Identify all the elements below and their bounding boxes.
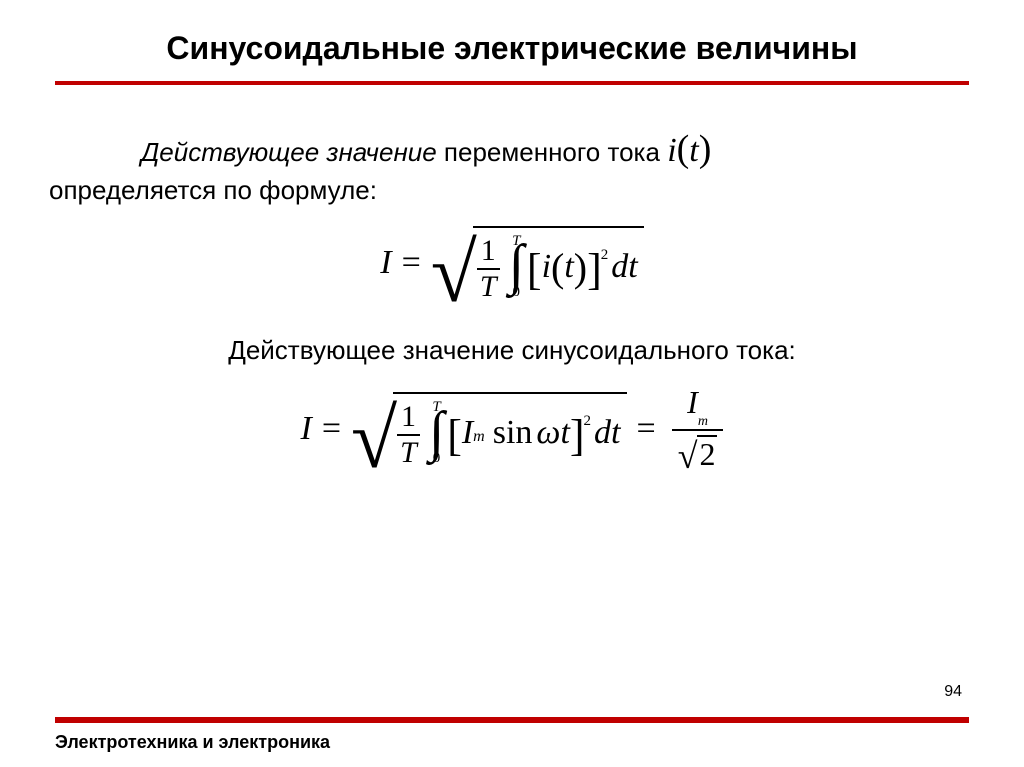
sqrt-small-icon: √2 xyxy=(678,435,718,472)
frac-den: T xyxy=(397,434,420,468)
radical-icon: √ xyxy=(431,241,477,307)
func-t: t xyxy=(689,132,698,169)
bracket-close: ] xyxy=(587,252,602,287)
dt: dt xyxy=(611,248,637,286)
frac-num: 1 xyxy=(478,236,499,268)
second-paragraph: Действующее значение синусоидального ток… xyxy=(55,335,969,366)
bracket-close: ] xyxy=(570,418,585,453)
page-number: 94 xyxy=(944,683,962,701)
bracket-open: [ xyxy=(527,252,542,287)
intro-text: переменного тока xyxy=(437,137,668,167)
func-i: i xyxy=(667,132,676,169)
footer-text: Электротехника и электроника xyxy=(55,732,330,753)
t-var: t xyxy=(560,414,569,452)
sqrt-body: 1 T T ∫ 0 [ Im sin ωt ] 2 dt xyxy=(393,392,626,466)
radical-icon: √ xyxy=(351,407,397,473)
intro-emphasis: Действующее значение xyxy=(141,137,437,167)
sqrt-icon: √ 1 T T ∫ 0 [ i(t) ] 2 dt xyxy=(431,226,644,300)
equals-sign: = xyxy=(322,410,341,448)
exponent-2: 2 xyxy=(601,247,609,264)
result-fraction: Im √2 xyxy=(672,386,724,472)
frac-num: 1 xyxy=(398,402,419,434)
slide-title: Синусоидальные электрические величины xyxy=(55,30,969,67)
formula-1-block: I = √ 1 T T ∫ 0 [ i(t) ] 2 xyxy=(55,226,969,300)
sqrt-body: 1 T T ∫ 0 [ i(t) ] 2 dt xyxy=(473,226,644,300)
bracket-open: [ xyxy=(447,418,462,453)
inner-t: t xyxy=(564,248,573,286)
fraction-1T: 1 T xyxy=(397,402,420,468)
inner-i: i xyxy=(542,248,551,286)
frac-den: T xyxy=(477,268,500,302)
intro-tail: определяется по формуле: xyxy=(49,174,377,208)
intro-paragraph: Действующее значение переменного тока i(… xyxy=(55,125,969,208)
integral-icon: T ∫ 0 xyxy=(429,401,444,466)
integral-icon: T ∫ 0 xyxy=(509,235,524,300)
exponent-2: 2 xyxy=(584,413,592,430)
Im-m: m xyxy=(473,428,485,446)
integral-symbol: ∫ xyxy=(509,242,524,290)
integral-symbol: ∫ xyxy=(429,409,444,457)
formula-1: I = √ 1 T T ∫ 0 [ i(t) ] 2 xyxy=(380,226,643,300)
f1-lhs: I xyxy=(380,244,391,282)
root-value: 2 xyxy=(697,435,717,472)
formula-2-block: I = √ 1 T T ∫ 0 [ Im sin ω xyxy=(55,386,969,472)
rhs-num: Im xyxy=(681,386,714,429)
rhs-den: √2 xyxy=(672,429,724,472)
sqrt-icon: √ 1 T T ∫ 0 [ Im sin ωt ] 2 xyxy=(351,392,626,466)
formula-2: I = √ 1 T T ∫ 0 [ Im sin ω xyxy=(301,386,724,472)
rhs-I: I xyxy=(687,384,698,420)
omega: ω xyxy=(536,414,560,452)
rhs-m: m xyxy=(698,414,708,429)
title-rule xyxy=(55,81,969,85)
int-lower: 0 xyxy=(433,452,441,466)
inline-function: i(t) xyxy=(667,132,711,169)
f2-lhs: I xyxy=(301,410,312,448)
fraction-1T: 1 T xyxy=(477,236,500,302)
Im-I: I xyxy=(462,414,473,452)
radical-small-icon: √ xyxy=(678,446,698,468)
sin-text: sin xyxy=(493,414,533,452)
int-lower: 0 xyxy=(512,286,520,300)
footer-rule xyxy=(55,717,969,723)
equals-sign: = xyxy=(637,410,656,448)
equals-sign: = xyxy=(402,244,421,282)
dt: dt xyxy=(594,414,620,452)
paren-close: ) xyxy=(699,128,712,170)
paren-open: ( xyxy=(677,128,690,170)
